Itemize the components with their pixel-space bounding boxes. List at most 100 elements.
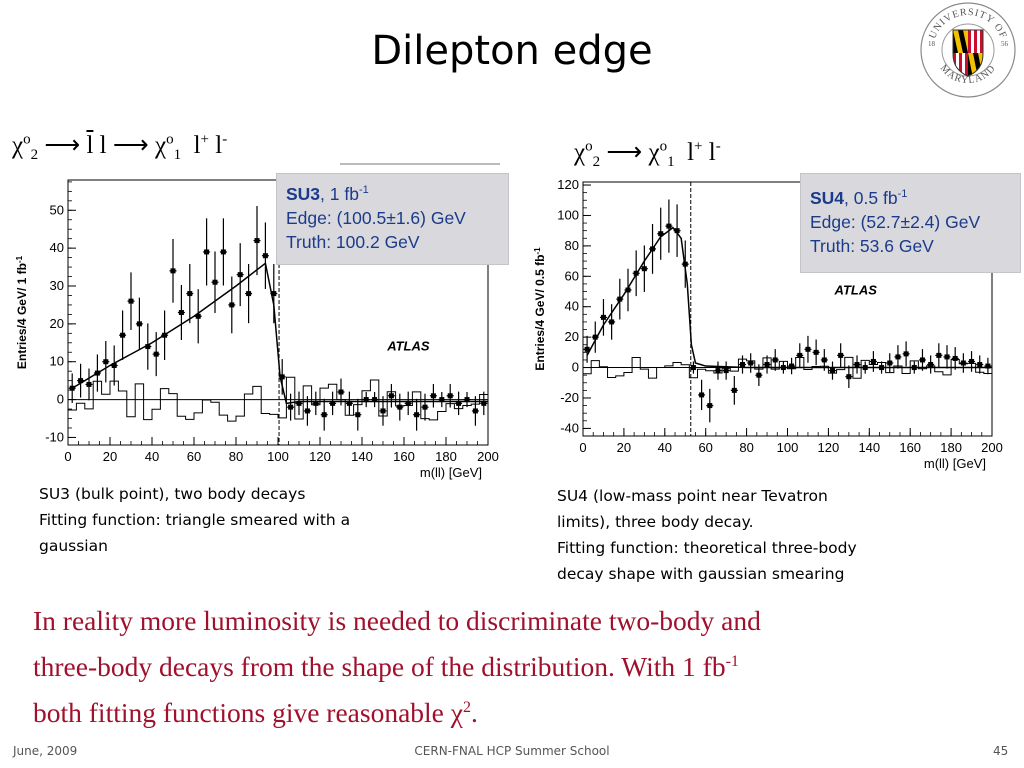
point-marker [170,268,176,274]
point-marker [666,223,672,229]
point-marker [128,298,134,304]
footer-page-number: 45 [993,744,1009,758]
point-marker [271,291,277,297]
point-marker [764,362,770,368]
right-fit-info-box: SU4, 0.5 fb-1 Edge: (52.7±2.4) GeV Truth… [800,173,1021,273]
point-marker [870,358,876,364]
data-point [583,335,591,363]
data-point [927,355,935,374]
left-plot-y-label: Entries/4 GeV/ 1 fb-1 [15,255,29,369]
data-point [203,218,211,286]
data-point [68,373,76,403]
data-point [599,299,607,336]
x-tick-label: 0 [64,449,71,464]
data-point [665,199,673,253]
point-marker [472,408,478,414]
data-point [429,384,437,408]
right-caption: SU4 (low-mass point near Tevatron limits… [557,483,857,587]
point-marker [829,368,835,374]
x-tick-label: 100 [267,449,289,464]
point-marker [936,352,942,358]
point-marker [609,319,615,325]
point-marker [658,231,664,237]
point-marker [731,387,737,393]
footer-center: CERN-FNAL HCP Summer School [414,744,610,758]
point-marker [592,334,598,340]
right-info-edge: Edge: (52.7±2.4) GeV [810,211,981,232]
point-marker [304,408,310,414]
point-marker [313,400,319,406]
background-histogram-line [68,376,488,422]
data-point [455,391,463,416]
point-marker [944,354,950,360]
point-marker [464,397,470,403]
right-caption-line: decay shape with gaussian smearing [557,565,845,583]
point-marker [928,362,934,368]
slide-title: Dilepton edge [371,28,653,74]
data-point [211,251,219,313]
point-marker [296,400,302,406]
point-marker [600,314,606,320]
data-point [446,384,454,408]
point-marker [145,344,151,350]
data-point [480,391,488,416]
data-point [616,278,624,320]
point-marker [330,400,336,406]
data-point [812,339,820,366]
data-point [471,396,479,426]
data-point [968,351,976,372]
y-tick-label: 50 [50,202,64,217]
data-point [828,361,836,380]
right-caption-line: Fitting function: theoretical three-body [557,539,857,557]
point-marker [120,332,126,338]
data-point [796,343,804,368]
right-info-label: SU4 [810,187,845,208]
data-point [362,392,370,408]
point-marker [625,287,631,293]
y-tick-label: 30 [50,278,64,293]
right-caption-line: limits), three body decay. [557,513,754,531]
point-marker [969,358,975,364]
right-caption-line: SU4 (low-mass point near Tevatron [557,487,828,505]
point-marker [195,313,201,319]
x-tick-label: 60 [187,449,201,464]
point-marker [321,412,327,418]
data-point [228,276,236,334]
point-marker [380,408,386,414]
right-plot-fit-curve [586,226,992,369]
point-marker [430,393,436,399]
data-point [747,353,755,373]
data-point [894,345,902,369]
y-tick-label: 100 [557,207,579,222]
point-marker [279,374,285,380]
point-marker [985,363,991,369]
data-point [371,392,379,408]
x-tick-label: 200 [981,440,1003,455]
data-point [886,353,894,373]
x-tick-label: 40 [658,440,672,455]
left-info-truth: Truth: 100.2 GeV [286,231,420,252]
point-marker [422,404,428,410]
point-marker [821,357,827,363]
y-tick-label: 10 [50,354,64,369]
point-marker [805,346,811,352]
point-marker [288,404,294,410]
data-point [935,343,943,368]
data-point [127,272,135,330]
data-point [608,304,616,340]
x-tick-label: 200 [477,449,499,464]
x-tick-label: 0 [579,440,586,455]
x-tick-label: 140 [351,449,373,464]
point-marker [178,310,184,315]
y-tick-label: -10 [45,429,64,444]
data-point [959,353,967,373]
point-marker [229,302,235,308]
data-point [689,361,697,374]
x-tick-label: 80 [229,449,243,464]
x-tick-label: 20 [103,449,117,464]
data-point [788,357,796,375]
right-plot-y-label: Entries/4 GeV/ 0.5 fb-1 [533,247,547,371]
point-marker [372,397,378,403]
point-marker [355,412,361,418]
